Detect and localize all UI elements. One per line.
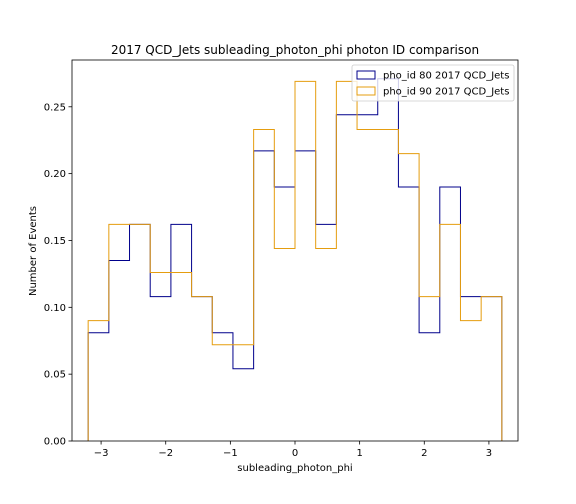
x-tick-label: −1 <box>223 448 238 459</box>
y-tick-label: 0.10 <box>44 303 66 314</box>
x-tick-label: 3 <box>486 448 492 459</box>
legend-label-2: pho_id 90 2017 QCD_Jets <box>383 87 509 98</box>
y-tick-label: 0.05 <box>44 370 66 381</box>
y-tick-label: 0.00 <box>44 437 66 448</box>
x-tick-label: 1 <box>356 448 362 459</box>
legend-label-1: pho_id 80 2017 QCD_Jets <box>383 71 509 82</box>
x-axis-label: subleading_photon_phi <box>237 463 352 474</box>
y-tick-label: 0.15 <box>44 236 66 247</box>
x-tick-label: 0 <box>292 448 298 459</box>
x-tick-label: 2 <box>421 448 427 459</box>
x-tick-label: −3 <box>94 448 109 459</box>
y-tick-label: 0.20 <box>44 169 66 180</box>
y-tick-label: 0.25 <box>44 102 66 113</box>
y-axis-label: Number of Events <box>28 206 39 296</box>
x-tick-label: −2 <box>158 448 173 459</box>
chart-title: 2017 QCD_Jets subleading_photon_phi phot… <box>111 43 479 57</box>
